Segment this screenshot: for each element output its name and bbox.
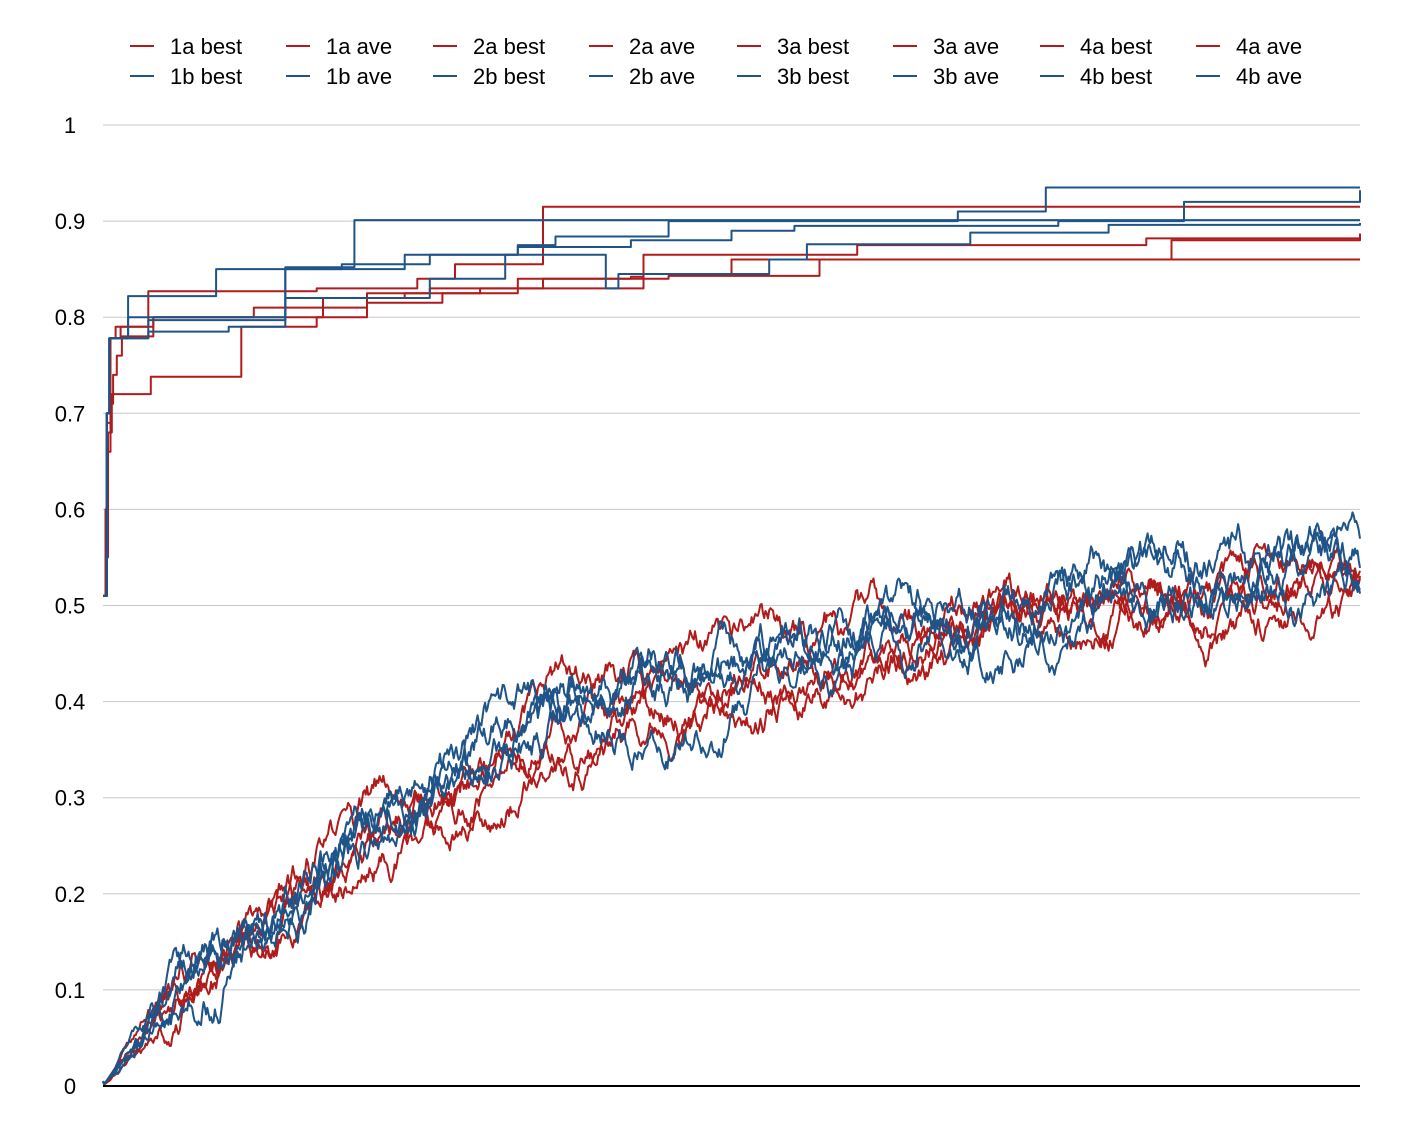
series-line-2a-best <box>103 258 1360 597</box>
y-tick-label: 1 <box>64 113 76 138</box>
legend-label: 4b ave <box>1236 64 1302 89</box>
legend-item: 3a ave <box>893 34 999 59</box>
y-tick-label: 0.4 <box>55 690 86 715</box>
legend-item: 2b best <box>433 64 545 89</box>
y-tick-label: 0.3 <box>55 786 86 811</box>
series-line-1b-ave <box>102 522 1361 1086</box>
legend-label: 2b ave <box>629 64 695 89</box>
legend-item: 2b ave <box>589 64 695 89</box>
y-tick-label: 0.5 <box>55 594 86 619</box>
y-tick-label: 0.6 <box>55 497 86 522</box>
legend-label: 4b best <box>1080 64 1152 89</box>
legend-label: 3a best <box>777 34 849 59</box>
series-line-4b-ave <box>102 560 1361 1086</box>
legend-item: 1b best <box>130 64 242 89</box>
legend-label: 1a best <box>170 34 242 59</box>
series-line-1a-ave <box>102 542 1361 1086</box>
legend-label: 4a ave <box>1236 34 1302 59</box>
series-line-4b-best <box>103 190 1361 597</box>
legend-label: 3b best <box>777 64 849 89</box>
legend-item: 2a best <box>433 34 545 59</box>
y-tick-label: 0 <box>64 1074 76 1099</box>
series-line-1a-best <box>103 233 1361 597</box>
legend-label: 1b ave <box>326 64 392 89</box>
series-line-2b-best <box>103 223 1361 597</box>
legend-label: 2a best <box>473 34 545 59</box>
legend-item: 1a best <box>130 34 242 59</box>
series-line-4a-ave <box>102 546 1361 1086</box>
legend-label: 2b best <box>473 64 545 89</box>
legend-label: 4a best <box>1080 34 1152 59</box>
legend-label: 2a ave <box>629 34 695 59</box>
legend-item: 3b ave <box>893 64 999 89</box>
y-tick-label: 0.9 <box>55 209 86 234</box>
series-line-3b-ave <box>102 511 1361 1086</box>
series-layer <box>102 186 1361 1086</box>
y-tick-label: 0.7 <box>55 401 86 426</box>
y-tick-label: 0.2 <box>55 882 86 907</box>
legend-item: 2a ave <box>589 34 695 59</box>
legend-item: 3a best <box>737 34 849 59</box>
legend-item: 1b ave <box>286 64 392 89</box>
legend-item: 4a ave <box>1196 34 1302 59</box>
y-tick-label: 0.1 <box>55 978 86 1003</box>
legend-label: 3b ave <box>933 64 999 89</box>
legend-label: 1a ave <box>326 34 392 59</box>
legend: 1a best 1a ave 2a best 2a ave 3a best 3a ave 4… <box>130 34 1302 89</box>
legend-item: 1a ave <box>286 34 392 59</box>
y-tick-labels: 0 0.1 0.2 0.3 0.4 0.5 0.6 0.7 0.8 0.9 1 <box>55 113 86 1099</box>
y-tick-label: 0.8 <box>55 305 86 330</box>
legend-item: 4a best <box>1040 34 1152 59</box>
series-line-4a-best <box>103 233 1361 597</box>
legend-label: 1b best <box>170 64 242 89</box>
legend-item: 3b best <box>737 64 849 89</box>
series-line-2a-ave <box>102 578 1361 1086</box>
legend-label: 3a ave <box>933 34 999 59</box>
legend-item: 4b best <box>1040 64 1152 89</box>
legend-item: 4b ave <box>1196 64 1302 89</box>
